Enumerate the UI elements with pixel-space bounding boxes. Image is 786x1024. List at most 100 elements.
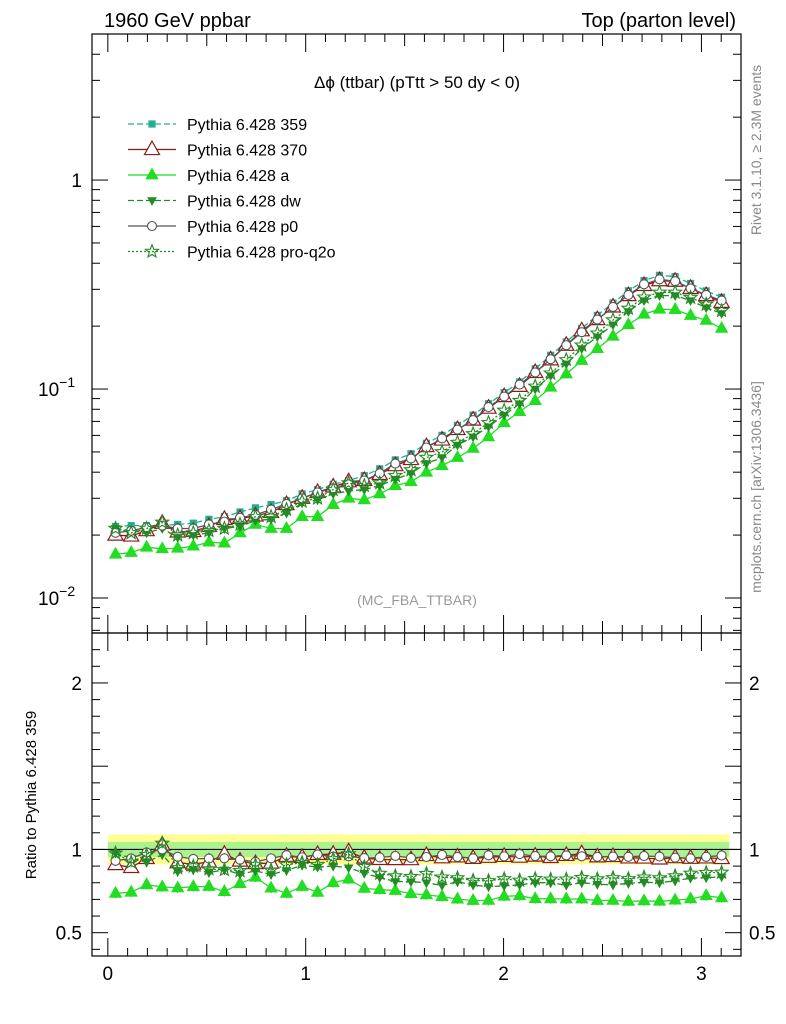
data-point <box>278 501 295 517</box>
data-point <box>433 443 451 459</box>
data-point <box>481 429 496 442</box>
ratio-point <box>589 870 606 886</box>
data-point <box>468 415 479 426</box>
data-point <box>561 340 572 351</box>
data-point <box>310 509 325 522</box>
data-point <box>639 297 649 306</box>
legend-marker <box>143 139 161 156</box>
data-point <box>219 525 230 534</box>
legend-entry: Pythia 6.428 pro-q2o <box>128 243 336 262</box>
data-point <box>480 414 497 430</box>
data-point <box>559 366 573 379</box>
data-point <box>247 508 264 524</box>
data-point <box>436 433 448 444</box>
ratio-point <box>499 882 510 892</box>
ratio-point <box>465 872 482 888</box>
data-point <box>418 449 435 465</box>
series-line <box>115 291 722 536</box>
ratio-point <box>356 858 373 874</box>
series-5 <box>107 284 730 542</box>
data-point <box>576 327 587 338</box>
main-series <box>106 271 731 559</box>
x-tick-label: 1 <box>300 964 311 985</box>
ratio-point <box>404 886 418 898</box>
legend-marker <box>147 197 157 206</box>
ratio-point <box>310 884 325 897</box>
ratio-point <box>636 868 652 884</box>
data-point <box>356 477 373 493</box>
data-point <box>527 377 544 394</box>
main-y-tick-label: 10−1 <box>38 374 75 401</box>
ratio-point <box>576 851 587 862</box>
ratio-point <box>468 881 478 891</box>
ratio-y-tick-label: 2 <box>71 674 82 695</box>
ratio-point <box>341 871 356 884</box>
data-point <box>154 514 171 530</box>
data-point <box>419 464 434 477</box>
ratio-point <box>231 862 249 878</box>
legend-marker <box>146 220 158 232</box>
ratio-point <box>343 864 354 874</box>
data-point <box>328 490 339 500</box>
x-tick-label: 0 <box>103 964 114 985</box>
data-point <box>683 307 698 320</box>
data-point <box>530 367 541 378</box>
data-point <box>511 392 528 408</box>
ratio-point <box>604 869 622 885</box>
data-point <box>343 487 354 497</box>
data-point <box>216 520 233 536</box>
ratio-point <box>670 877 680 887</box>
ratio-point <box>233 876 247 889</box>
ratio-point <box>496 870 513 886</box>
ratio-y-tick-label-right: 0.5 <box>749 924 775 945</box>
data-point <box>701 289 712 300</box>
data-point <box>682 289 699 305</box>
ratio-point <box>682 865 699 881</box>
ratio-point <box>340 845 357 861</box>
data-point <box>371 474 388 490</box>
data-point <box>387 467 404 483</box>
series-4 <box>110 274 727 538</box>
data-point <box>264 521 278 533</box>
legend-entry: Pythia 6.428 370 <box>128 139 307 160</box>
ratio-point <box>638 850 650 862</box>
data-point <box>325 481 342 497</box>
ratio-panel: 0.5 0.5 1 1 2 2 Ratio to Pythia 6.428 359 <box>23 632 775 957</box>
ratio-point <box>281 850 292 861</box>
data-point <box>281 509 292 519</box>
ratio-point <box>421 879 432 889</box>
ratio-point <box>528 891 542 904</box>
ratio-point <box>559 891 573 904</box>
ratio-point <box>637 893 651 906</box>
ratio-point <box>359 869 370 879</box>
data-point <box>685 283 696 294</box>
ratio-point <box>123 853 140 869</box>
ratio-y-tick-label-right: 2 <box>749 674 760 695</box>
series-line <box>115 280 722 537</box>
legend-entry: Pythia 6.428 dw <box>128 194 301 211</box>
data-point <box>108 546 123 559</box>
data-point <box>138 520 155 536</box>
ratio-point <box>388 882 403 895</box>
ratio-point <box>683 891 698 904</box>
data-point <box>201 522 217 538</box>
legend-label: Pythia 6.428 pro-q2o <box>187 245 336 262</box>
ratio-line <box>115 842 722 882</box>
ratio-point <box>419 887 434 900</box>
series-line <box>115 308 722 555</box>
series-0 <box>111 271 726 531</box>
ratio-point <box>155 879 169 892</box>
ratio-point <box>701 851 712 862</box>
ratio-point <box>405 852 417 863</box>
legend-entry: Pythia 6.428 359 <box>128 117 307 134</box>
data-point <box>341 490 356 503</box>
data-point <box>202 534 216 547</box>
legend-label: Pythia 6.428 a <box>187 168 289 185</box>
ratio-point <box>403 868 419 884</box>
ratio-point <box>483 850 494 861</box>
data-point <box>608 321 618 331</box>
data-point <box>359 486 370 496</box>
ratio-point <box>698 864 715 880</box>
ratio-y-tick-label-right: 1 <box>749 840 760 861</box>
data-point <box>542 364 559 381</box>
